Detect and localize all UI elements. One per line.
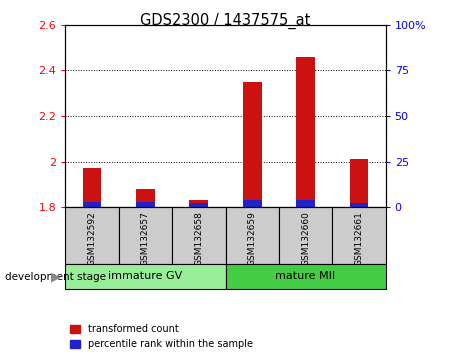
Legend: transformed count, percentile rank within the sample: transformed count, percentile rank withi… (70, 324, 253, 349)
FancyBboxPatch shape (332, 207, 386, 264)
Bar (350, 159, 368, 207)
Text: ▶: ▶ (51, 270, 61, 283)
Bar (136, 189, 155, 207)
Text: GSM132661: GSM132661 (354, 212, 364, 267)
FancyBboxPatch shape (172, 207, 226, 264)
FancyBboxPatch shape (65, 207, 119, 264)
Bar (243, 82, 262, 207)
Bar (83, 169, 101, 207)
FancyBboxPatch shape (226, 207, 279, 264)
Bar (296, 57, 315, 207)
FancyBboxPatch shape (226, 264, 386, 289)
FancyBboxPatch shape (119, 207, 172, 264)
Text: development stage: development stage (5, 272, 106, 282)
Text: mature MII: mature MII (276, 271, 336, 281)
Text: GSM132658: GSM132658 (194, 212, 203, 267)
Bar (350, 204, 368, 207)
Text: GSM132592: GSM132592 (87, 212, 97, 266)
Text: GSM132660: GSM132660 (301, 212, 310, 267)
Text: immature GV: immature GV (108, 271, 183, 281)
Bar (189, 204, 208, 207)
FancyBboxPatch shape (279, 207, 332, 264)
Text: GSM132659: GSM132659 (248, 212, 257, 267)
Bar (136, 202, 155, 207)
Bar (243, 200, 262, 207)
Text: GDS2300 / 1437575_at: GDS2300 / 1437575_at (140, 12, 311, 29)
Bar (296, 200, 315, 207)
Bar (189, 200, 208, 207)
Bar (83, 202, 101, 207)
Text: GSM132657: GSM132657 (141, 212, 150, 267)
FancyBboxPatch shape (65, 264, 226, 289)
